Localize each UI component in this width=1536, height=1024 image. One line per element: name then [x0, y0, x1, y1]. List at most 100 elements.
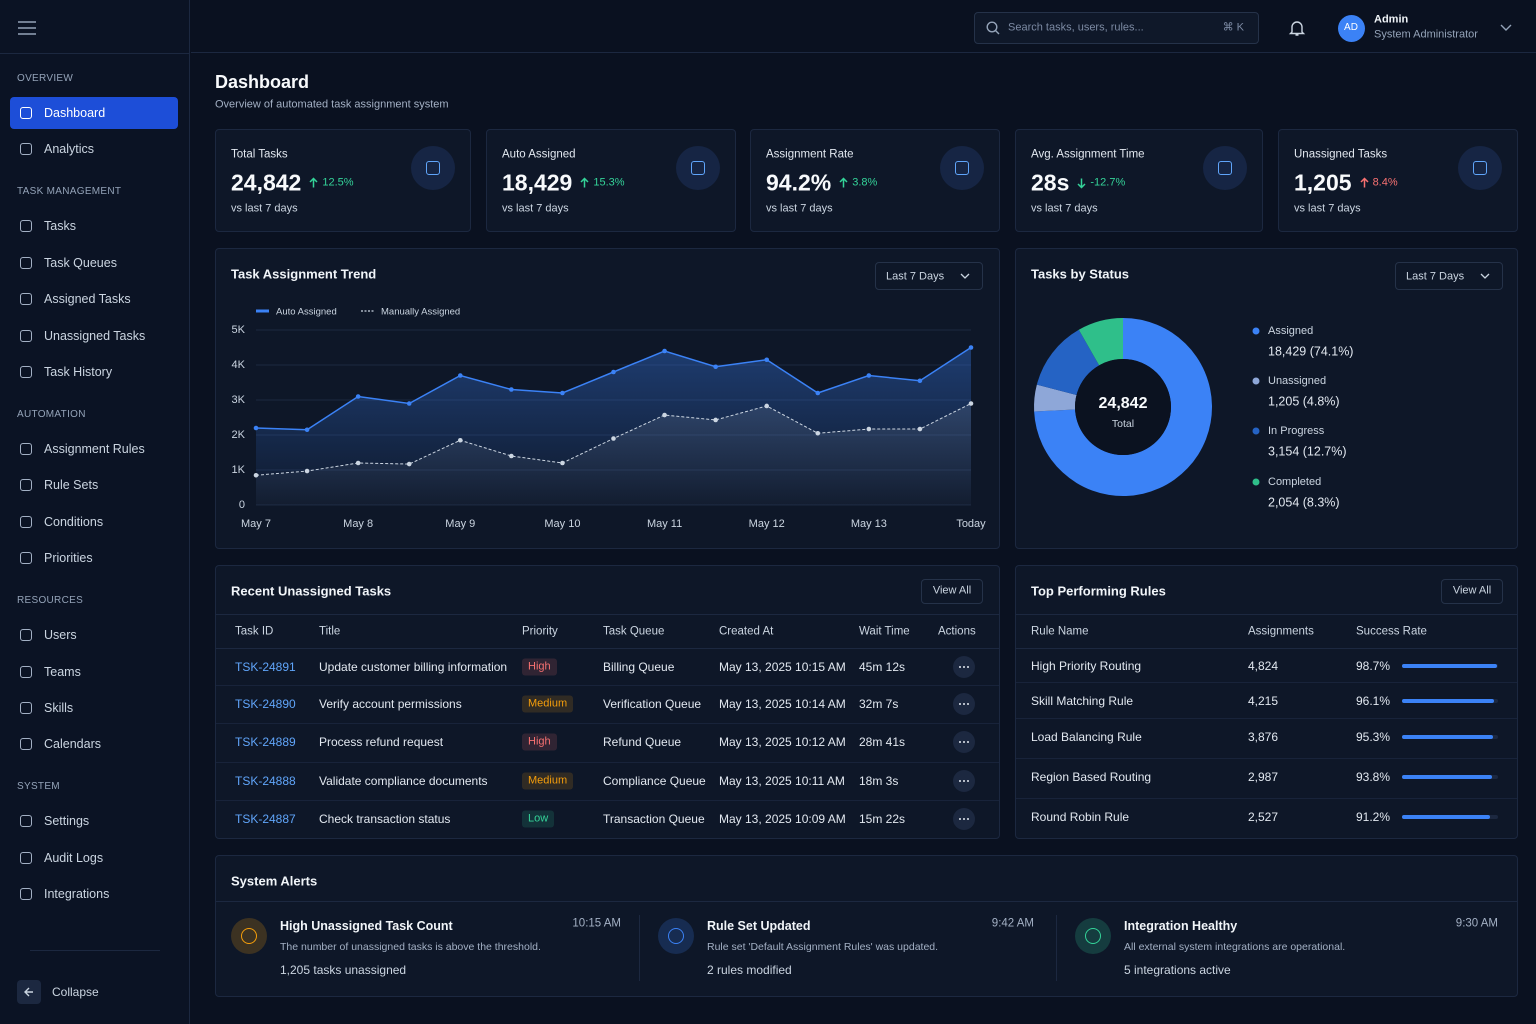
action-dot: [967, 703, 969, 705]
table-cell: Transaction Queue: [603, 812, 705, 826]
sidebar-item-icon: [20, 293, 32, 306]
trend-filter[interactable]: [875, 262, 983, 290]
collapse-icon: [24, 987, 33, 997]
status-card: [1015, 248, 1518, 549]
sidebar-item[interactable]: [10, 805, 178, 837]
sidebar-item-label: Calendars: [44, 737, 101, 752]
task-id-link[interactable]: TSK-24887: [235, 812, 296, 826]
alert-detail: 2 rules modified: [707, 963, 792, 977]
sidebar-item-label: Audit Logs: [44, 850, 104, 865]
rule-name: High Priority Routing: [1031, 659, 1142, 673]
sidebar-item[interactable]: [10, 692, 178, 724]
task-id-link[interactable]: TSK-24890: [235, 697, 296, 711]
alert-title: Integration Healthy: [1124, 918, 1238, 933]
user-name: Admin: [1374, 13, 1409, 26]
row-divider: [216, 762, 999, 763]
unassigned-title: Recent Unassigned Tasks: [231, 583, 392, 599]
kpi-value: 18,429: [502, 169, 573, 196]
sidebar-item[interactable]: [10, 542, 178, 574]
sidebar-item[interactable]: [10, 619, 178, 651]
sidebar-item-icon: [20, 629, 32, 642]
sidebar-item-icon: [20, 702, 32, 714]
trend-card: [215, 248, 1000, 549]
rules-view-all[interactable]: [1441, 579, 1503, 604]
kpi-icon: [411, 146, 455, 190]
rule-name: Skill Matching Rule: [1031, 694, 1134, 708]
task-id-link[interactable]: TSK-24891: [235, 660, 296, 674]
sidebar-item[interactable]: [10, 656, 178, 688]
user-menu-chevron[interactable]: [1500, 24, 1512, 32]
sidebar-item-icon: [20, 443, 32, 455]
rule-assignments: 2,987: [1248, 770, 1279, 784]
kpi-trend-arrow: [1360, 177, 1369, 188]
status-filter[interactable]: [1395, 262, 1503, 290]
action-dot: [967, 666, 969, 668]
alerts-title: System Alerts: [231, 873, 318, 889]
alerts-divider: [216, 901, 1517, 902]
unassigned-view-all[interactable]: [921, 579, 983, 604]
kpi-value-row: 28s -12.7%: [1031, 171, 1125, 195]
notification-bell[interactable]: [1288, 19, 1306, 37]
sidebar-item-label: Users: [44, 627, 77, 642]
action-dot: [963, 703, 965, 705]
task-id-link[interactable]: TSK-24889: [235, 735, 296, 749]
page-title: Dashboard: [215, 72, 310, 92]
table-cell: Refund Queue: [603, 735, 682, 749]
kpi-icon-glyph: [1473, 161, 1487, 175]
success-bar: [1402, 664, 1497, 668]
sidebar-item-label: Assignment Rules: [44, 441, 145, 456]
table-cell: Verification Queue: [603, 697, 702, 711]
priority-badge: Low: [522, 810, 555, 828]
search-shortcut: ⌘ K: [1222, 21, 1244, 34]
table-line: [216, 648, 999, 649]
action-dot: [967, 780, 969, 782]
alerts-card: [215, 855, 1518, 997]
trend-title: Task Assignment Trend: [231, 266, 377, 282]
table-cell: 32m 7s: [859, 697, 899, 711]
table-cell: May 13, 2025 10:11 AM: [719, 774, 845, 788]
alert-time: 9:42 AM: [991, 917, 1034, 930]
kpi-icon: [676, 146, 720, 190]
sidebar-item[interactable]: [10, 97, 178, 129]
table-header: Actions: [938, 625, 976, 638]
sidebar-item-label: Settings: [44, 814, 90, 829]
success-bar: [1402, 775, 1493, 779]
sidebar-item-icon: [20, 366, 32, 378]
action-dot: [959, 703, 961, 705]
trend-filter-chevron: [960, 273, 970, 279]
task-id-link[interactable]: TSK-24888: [235, 774, 296, 788]
success-bar: [1402, 815, 1490, 819]
menu-icon[interactable]: [17, 20, 37, 36]
task-title: Validate compliance documents: [319, 774, 488, 788]
sidebar-section-title: TASK MANAGEMENT: [17, 186, 122, 198]
kpi-label: Total Tasks: [231, 148, 288, 161]
task-title: Process refund request: [319, 735, 444, 749]
action-dot: [959, 818, 961, 820]
sidebar-item-icon: [20, 665, 32, 678]
kpi-label: Assignment Rate: [766, 148, 854, 161]
kpi-value: 1,205: [1294, 169, 1352, 196]
avatar-initials: AD: [1344, 22, 1358, 33]
search-box[interactable]: [974, 12, 1259, 44]
row-divider: [1016, 798, 1517, 799]
sidebar-item[interactable]: [10, 210, 178, 242]
kpi-icon: [940, 146, 984, 190]
alert-title: High Unassigned Task Count: [280, 918, 453, 933]
table-line: [1016, 648, 1517, 649]
unassigned-card: [215, 565, 1000, 839]
avatar[interactable]: [1338, 15, 1365, 42]
kpi-value-row: 18,429 15.3%: [502, 169, 625, 196]
rules-title: Top Performing Rules: [1031, 583, 1166, 599]
priority-badge: Medium: [522, 695, 574, 713]
table-header: Priority: [522, 625, 558, 638]
table-line: [216, 614, 999, 615]
rule-assignments: 3,876: [1248, 730, 1279, 744]
table-cell: 45m 12s: [859, 660, 906, 674]
kpi-label: Unassigned Tasks: [1294, 148, 1388, 161]
alert-icon-ring: [668, 928, 684, 944]
sidebar-item-icon: [20, 220, 32, 233]
sidebar-item-label: Task History: [44, 364, 113, 379]
sidebar-item-label: Priorities: [44, 550, 93, 565]
rule-assignments: 2,527: [1248, 810, 1279, 824]
